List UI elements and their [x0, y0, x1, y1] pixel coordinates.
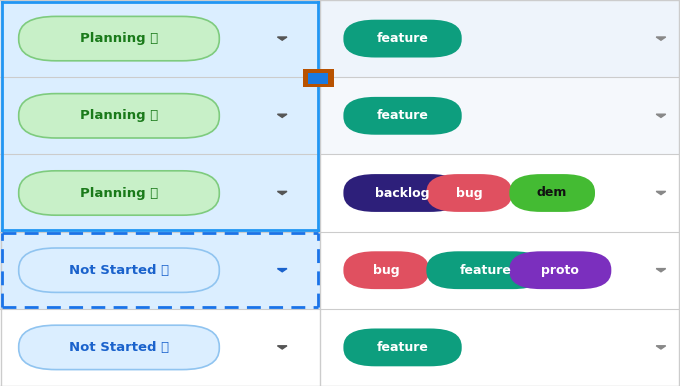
- Text: Not Started 🕐: Not Started 🕐: [69, 264, 169, 277]
- Bar: [308, 73, 328, 84]
- Text: proto: proto: [541, 264, 579, 277]
- Polygon shape: [277, 269, 287, 272]
- Text: feature: feature: [377, 32, 428, 45]
- Text: Planning 🗺: Planning 🗺: [80, 109, 158, 122]
- Bar: [0, 154, 320, 232]
- Bar: [320, 154, 680, 232]
- Text: feature: feature: [460, 264, 511, 277]
- Polygon shape: [656, 37, 666, 40]
- Bar: [320, 232, 680, 309]
- FancyBboxPatch shape: [343, 328, 462, 366]
- FancyBboxPatch shape: [343, 20, 462, 58]
- FancyBboxPatch shape: [343, 97, 462, 135]
- Text: Not Started 🕐: Not Started 🕐: [69, 341, 169, 354]
- Text: feature: feature: [377, 341, 428, 354]
- Polygon shape: [277, 37, 287, 40]
- Text: dem: dem: [537, 186, 567, 200]
- FancyBboxPatch shape: [19, 171, 219, 215]
- Bar: [303, 69, 334, 87]
- Polygon shape: [277, 346, 287, 349]
- Polygon shape: [656, 114, 666, 117]
- Text: Planning 🗺: Planning 🗺: [80, 186, 158, 200]
- Polygon shape: [656, 191, 666, 195]
- Bar: [0, 309, 320, 386]
- FancyBboxPatch shape: [426, 174, 512, 212]
- FancyBboxPatch shape: [509, 174, 595, 212]
- FancyBboxPatch shape: [19, 94, 219, 138]
- Polygon shape: [656, 346, 666, 349]
- Bar: [320, 77, 680, 154]
- FancyBboxPatch shape: [343, 251, 429, 289]
- FancyBboxPatch shape: [19, 248, 219, 293]
- Polygon shape: [656, 269, 666, 272]
- FancyBboxPatch shape: [509, 251, 611, 289]
- Text: bug: bug: [456, 186, 483, 200]
- Text: bug: bug: [373, 264, 400, 277]
- Polygon shape: [277, 114, 287, 117]
- Bar: [0, 0, 320, 77]
- Text: backlog: backlog: [375, 186, 430, 200]
- Polygon shape: [277, 191, 287, 195]
- Bar: [320, 0, 680, 77]
- Text: Planning 🗺: Planning 🗺: [80, 32, 158, 45]
- Bar: [320, 309, 680, 386]
- FancyBboxPatch shape: [343, 174, 462, 212]
- FancyBboxPatch shape: [426, 251, 545, 289]
- FancyBboxPatch shape: [19, 16, 219, 61]
- FancyBboxPatch shape: [19, 325, 219, 370]
- Bar: [0, 232, 320, 309]
- Text: feature: feature: [377, 109, 428, 122]
- Bar: [0, 77, 320, 154]
